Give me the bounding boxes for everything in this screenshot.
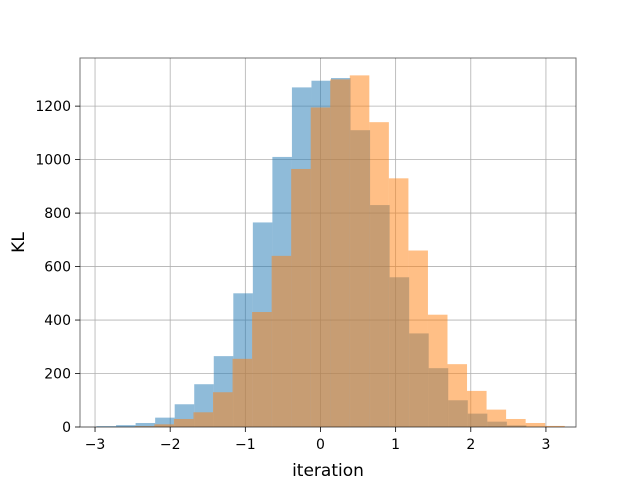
- histogram-bar-series-1: [155, 417, 175, 427]
- y-tick-label: 200: [44, 367, 71, 383]
- x-axis-label: iteration: [292, 461, 364, 480]
- histogram-bars: [96, 75, 565, 428]
- histogram-bar-series-2: [154, 424, 174, 427]
- histogram-bar-series-2: [349, 75, 370, 427]
- y-tick-label: 400: [44, 313, 71, 329]
- histogram-bar-series-2: [271, 255, 292, 427]
- histogram-bar-series-1: [116, 425, 136, 427]
- histogram-bar-series-1: [135, 422, 156, 427]
- histogram-bar-series-2: [506, 418, 526, 427]
- x-tick-label: −3: [85, 437, 106, 453]
- x-tick-label: −2: [160, 437, 181, 453]
- y-tick-label: 1200: [35, 99, 71, 115]
- histogram-bar-series-2: [291, 168, 311, 427]
- histogram-bar-series-2: [252, 312, 272, 427]
- histogram-bar-series-2: [173, 418, 194, 427]
- histogram-bar-series-2: [408, 250, 428, 427]
- y-tick-label: 800: [44, 206, 71, 222]
- histogram-bar-series-2: [369, 122, 389, 427]
- histogram-bar-series-2: [447, 364, 468, 427]
- histogram-bar-series-2: [545, 425, 565, 427]
- histogram-bar-series-2: [525, 422, 546, 427]
- plot-frame: [79, 57, 577, 428]
- x-tick-label: 2: [466, 437, 475, 453]
- histogram-bar-series-2: [330, 79, 350, 428]
- x-tick-label: 1: [391, 437, 400, 453]
- y-axis-label: KL: [9, 232, 29, 253]
- histogram-bar-series-2: [213, 392, 233, 427]
- histogram-bar-series-2: [310, 107, 331, 427]
- histogram-bar-series-2: [427, 314, 448, 427]
- x-tick-label: −1: [235, 437, 256, 453]
- histogram-bar-series-2: [388, 178, 409, 427]
- x-tick-label: 0: [316, 437, 325, 453]
- y-tick-label: 1000: [35, 153, 71, 169]
- y-tick-label: 0: [62, 420, 71, 436]
- histogram-bar-series-2: [193, 412, 214, 427]
- axis-ticks: −3 −2 −1 0 1 2 3 0 200 400 600 800 1000 1200: [35, 99, 550, 453]
- y-tick-label: 600: [44, 260, 71, 276]
- histogram-bar-series-2: [486, 409, 507, 427]
- histogram-bar-series-2: [467, 390, 487, 427]
- histogram-bar-series-2: [232, 358, 253, 427]
- x-tick-label: 3: [541, 437, 550, 453]
